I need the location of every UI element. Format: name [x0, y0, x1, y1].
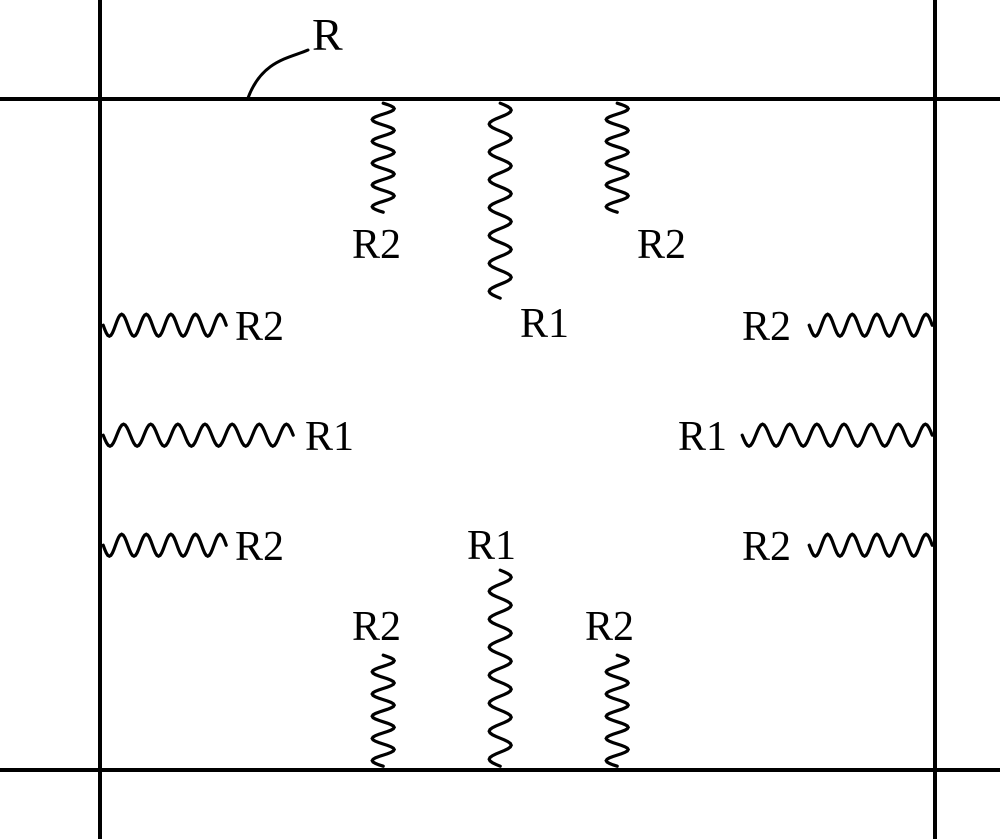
diagram-stage: R2R1R2R2R1R2R2R1R2R2R1R2R	[0, 0, 1000, 839]
pointer-leader	[0, 0, 1000, 839]
